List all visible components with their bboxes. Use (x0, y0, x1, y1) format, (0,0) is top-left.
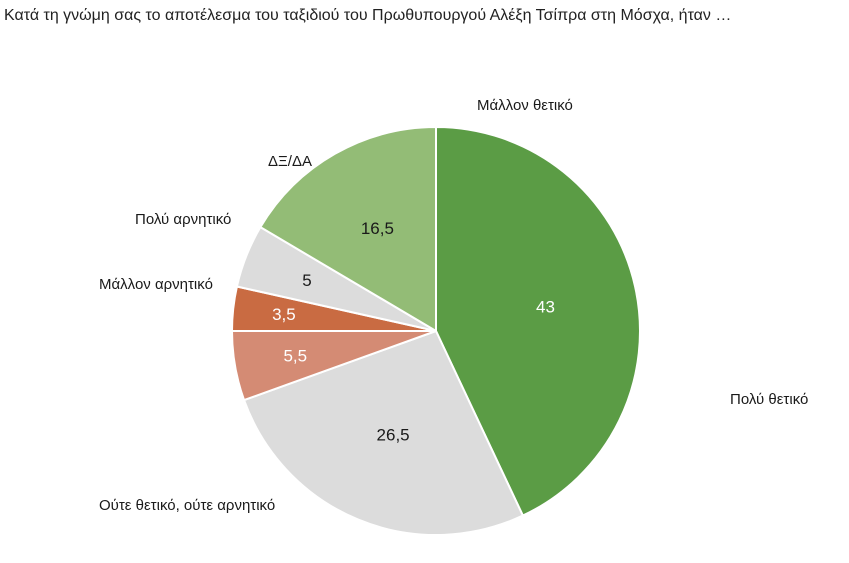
pie-value-label-5: 5 (302, 271, 311, 290)
pie-value-labels: 43 26,5 5,5 3,5 5 16,5 (272, 219, 555, 445)
pie-slice-6 (259, 126, 437, 332)
chart-title: Κατά τη γνώμη σας το αποτέλεσμα του ταξι… (4, 7, 732, 24)
pie-category-label-6: Μάλλον θετικό (477, 97, 573, 114)
pie-category-label-2: Ούτε θετικό, ούτε αρνητικό (99, 497, 275, 514)
pie-value-label-4: 3,5 (272, 305, 296, 324)
pie-value-label-3: 5,5 (283, 347, 307, 366)
pie-category-label-5: ΔΞ/ΔΑ (268, 153, 312, 170)
pie-value-label-1: 43 (536, 298, 555, 317)
pie-category-label-4: Πολύ αρνητικό (135, 211, 231, 228)
pie-value-label-2: 26,5 (377, 426, 410, 445)
pie-category-label-3: Μάλλον αρνητικό (99, 276, 213, 293)
pie-category-label-1: Πολύ θετικό (730, 391, 808, 408)
pie-value-label-6: 16,5 (361, 219, 394, 238)
pie-slices (231, 126, 641, 536)
pie-slice-2 (243, 330, 524, 536)
pie-slice-1 (435, 126, 641, 517)
pie-category-labels: Πολύ θετικό Ούτε θετικό, ούτε αρνητικό Μάλ… (99, 97, 808, 514)
